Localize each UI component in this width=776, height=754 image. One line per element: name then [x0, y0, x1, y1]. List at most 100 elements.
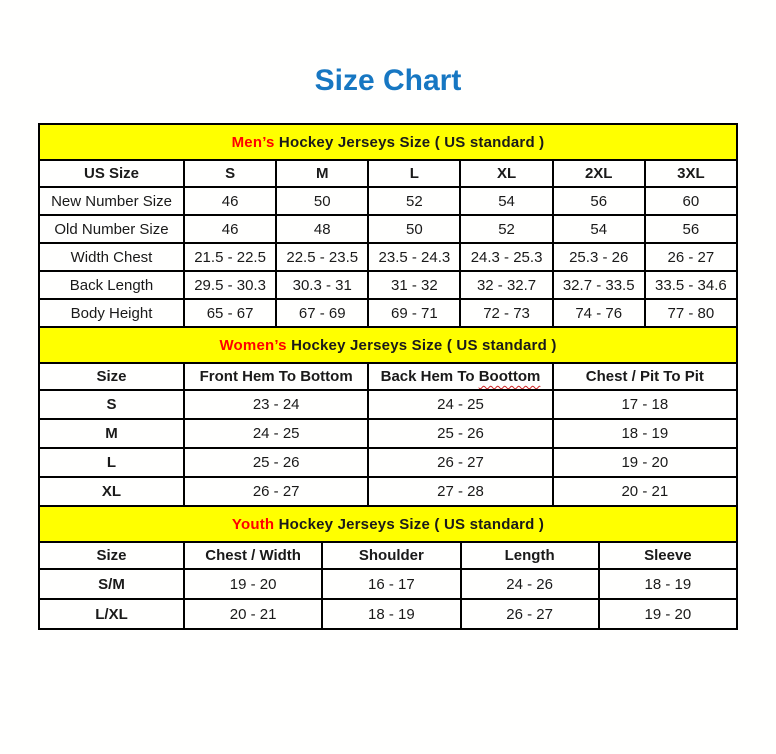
section-banner-row: Youth Hockey Jerseys Size ( US standard … — [38, 505, 738, 543]
size-table-section-2: Youth Hockey Jerseys Size ( US standard … — [38, 505, 739, 630]
header-row: US Size S M L XL 2XL 3XL — [38, 159, 739, 188]
header-row: Size Front Hem To Bottom Back Hem To Boott… — [38, 362, 739, 391]
size-chart-page: Size Chart Men’s Hockey Jerseys Size ( U… — [0, 62, 776, 630]
data-cell: 26 - 27 — [459, 598, 600, 630]
data-cell: 24.3 - 25.3 — [459, 242, 554, 272]
data-cell: 29.5 - 30.3 — [182, 270, 278, 300]
data-cell: 56 — [643, 214, 739, 244]
column-header: Sleeve — [597, 541, 739, 570]
row-label: Body Height — [38, 298, 185, 328]
data-cell: 20 - 21 — [182, 598, 324, 630]
data-cell: 30.3 - 31 — [275, 270, 370, 300]
page-title: Size Chart — [314, 64, 462, 97]
header-row: Size Chest / Width Shoulder Length Sleeve — [38, 541, 739, 570]
column-header: L — [367, 159, 462, 188]
data-cell: 67 - 69 — [275, 298, 370, 328]
data-cell: 33.5 - 34.6 — [643, 270, 739, 300]
row-label: New Number Size — [38, 186, 185, 216]
column-header: Back Hem To Boottom — [367, 362, 554, 391]
section-banner: Men’s Hockey Jerseys Size ( US standard … — [38, 123, 738, 161]
data-cell: 27 - 28 — [367, 476, 554, 507]
data-cell: 72 - 73 — [459, 298, 554, 328]
data-cell: 54 — [551, 214, 646, 244]
banner-highlight: Youth — [231, 515, 275, 533]
column-header: XL — [459, 159, 554, 188]
data-cell: 31 - 32 — [367, 270, 462, 300]
data-cell: 50 — [275, 186, 370, 216]
table-row: L 25 - 26 26 - 27 19 - 20 — [38, 447, 739, 478]
row-label: Back Length — [38, 270, 185, 300]
data-cell: 24 - 25 — [182, 418, 370, 449]
data-cell: 32.7 - 33.5 — [551, 270, 646, 300]
data-cell: 19 - 20 — [597, 598, 739, 630]
section-banner: Youth Hockey Jerseys Size ( US standard … — [38, 505, 738, 543]
data-cell: 22.5 - 23.5 — [275, 242, 370, 272]
data-cell: 56 — [551, 186, 646, 216]
size-tables: Men’s Hockey Jerseys Size ( US standard … — [38, 123, 739, 630]
misspelled-word: Boottom — [478, 368, 541, 385]
column-header: Size — [38, 541, 185, 570]
size-table-section-1: Women’s Hockey Jerseys Size ( US standar… — [38, 326, 739, 507]
table-row: Back Length 29.5 - 30.3 30.3 - 31 31 - 32 32… — [38, 270, 739, 300]
data-cell: 52 — [459, 214, 554, 244]
data-cell: 25.3 - 26 — [551, 242, 646, 272]
data-cell: 69 - 71 — [367, 298, 462, 328]
data-cell: 26 - 27 — [367, 447, 554, 478]
data-cell: 19 - 20 — [551, 447, 739, 478]
data-cell: 32 - 32.7 — [459, 270, 554, 300]
table-row: S 23 - 24 24 - 25 17 - 18 — [38, 389, 739, 420]
data-cell: 18 - 19 — [321, 598, 462, 630]
data-cell: 65 - 67 — [182, 298, 278, 328]
table-row: L/XL 20 - 21 18 - 19 26 - 27 19 - 20 — [38, 598, 739, 630]
data-cell: 74 - 76 — [551, 298, 646, 328]
column-header: 2XL — [551, 159, 646, 188]
row-label: S — [38, 389, 185, 420]
row-label: Old Number Size — [38, 214, 185, 244]
data-cell: 54 — [459, 186, 554, 216]
data-cell: 77 - 80 — [643, 298, 739, 328]
data-cell: 24 - 25 — [367, 389, 554, 420]
data-cell: 18 - 19 — [551, 418, 739, 449]
data-cell: 46 — [182, 186, 278, 216]
column-header: Chest / Width — [182, 541, 324, 570]
data-cell: 26 - 27 — [643, 242, 739, 272]
data-cell: 21.5 - 22.5 — [182, 242, 278, 272]
data-cell: 18 - 19 — [597, 568, 739, 600]
data-cell: 23 - 24 — [182, 389, 370, 420]
data-cell: 19 - 20 — [182, 568, 324, 600]
data-cell: 20 - 21 — [551, 476, 739, 507]
banner-highlight: Men’s — [231, 133, 275, 151]
column-header: Length — [459, 541, 600, 570]
column-header: M — [275, 159, 370, 188]
data-cell: 24 - 26 — [459, 568, 600, 600]
column-header: S — [182, 159, 278, 188]
data-cell: 26 - 27 — [182, 476, 370, 507]
column-header: US Size — [38, 159, 185, 188]
data-cell: 17 - 18 — [551, 389, 739, 420]
row-label: L — [38, 447, 185, 478]
table-row: M 24 - 25 25 - 26 18 - 19 — [38, 418, 739, 449]
data-cell: 50 — [367, 214, 462, 244]
data-cell: 16 - 17 — [321, 568, 462, 600]
data-cell: 46 — [182, 214, 278, 244]
section-banner-row: Men’s Hockey Jerseys Size ( US standard … — [38, 123, 738, 161]
data-cell: 25 - 26 — [367, 418, 554, 449]
size-table-section-0: Men’s Hockey Jerseys Size ( US standard … — [38, 123, 739, 328]
column-header: 3XL — [643, 159, 739, 188]
column-header: Size — [38, 362, 185, 391]
row-label: L/XL — [38, 598, 185, 630]
table-row: Body Height 65 - 67 67 - 69 69 - 71 72 - 73 7… — [38, 298, 739, 328]
row-label: XL — [38, 476, 185, 507]
data-cell: 52 — [367, 186, 462, 216]
table-row: Old Number Size 46 48 50 52 54 56 — [38, 214, 739, 244]
row-label: Width Chest — [38, 242, 185, 272]
data-cell: 48 — [275, 214, 370, 244]
table-row: S/M 19 - 20 16 - 17 24 - 26 18 - 19 — [38, 568, 739, 600]
column-header: Chest / Pit To Pit — [551, 362, 739, 391]
data-cell: 25 - 26 — [182, 447, 370, 478]
row-label: M — [38, 418, 185, 449]
table-row: XL 26 - 27 27 - 28 20 - 21 — [38, 476, 739, 507]
section-banner: Women’s Hockey Jerseys Size ( US standar… — [38, 326, 738, 364]
data-cell: 23.5 - 24.3 — [367, 242, 462, 272]
column-header: Shoulder — [321, 541, 462, 570]
